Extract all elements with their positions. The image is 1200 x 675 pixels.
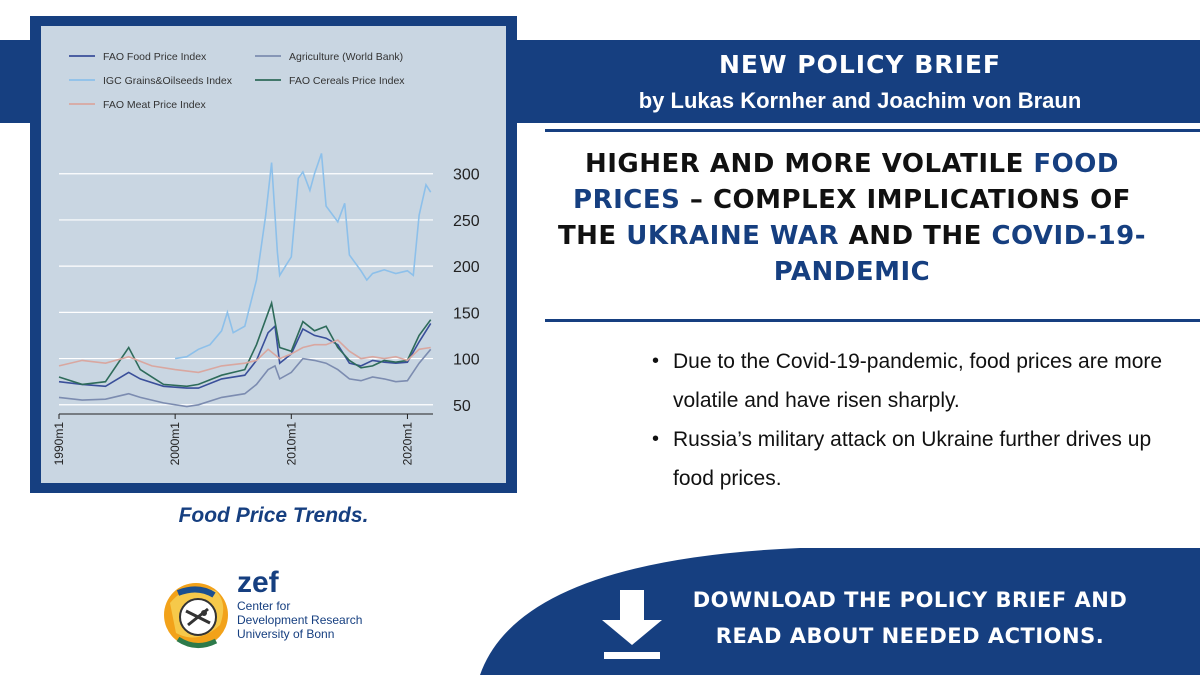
headline: NEW POLICY BRIEF xyxy=(718,50,1001,79)
title-highlight-ukraine-war: Ukraine War xyxy=(626,221,840,251)
cta-background[interactable] xyxy=(480,548,1200,675)
series-line xyxy=(58,300,432,388)
y-tick-label: 300 xyxy=(453,167,480,184)
zef-wordmark: zef xyxy=(237,566,279,599)
zef-emblem-icon xyxy=(164,583,228,648)
chart-caption: Food Price Trends. xyxy=(178,504,369,527)
title-part: and the xyxy=(839,221,992,251)
authors-line: by Lukas Kornher and Joachim von Braun xyxy=(638,88,1082,113)
zef-logo xyxy=(158,573,358,653)
x-tick-label: 1990m1 xyxy=(52,422,66,466)
download-arrow-icon[interactable] xyxy=(602,590,662,659)
y-tick-label: 50 xyxy=(453,398,471,415)
x-tick-label: 2010m1 xyxy=(284,422,298,466)
bullet-item: Due to the Covid-19-pandemic, food price… xyxy=(648,342,1168,420)
cta-text[interactable]: DOWNLOAD THE POLICY BRIEF AND READ ABOUT… xyxy=(680,582,1140,654)
legend-label: Agriculture (World Bank) xyxy=(289,51,403,63)
policy-brief-title: Higher and more volatile food prices – c… xyxy=(552,146,1152,290)
series-line xyxy=(58,348,432,408)
x-tick-label: 2020m1 xyxy=(400,422,414,466)
y-tick-label: 100 xyxy=(453,352,480,369)
food-price-chart: 50 100 150 200 250 300 1990m1 2000m1 2010m1 2020m… xyxy=(41,26,506,483)
cta-line[interactable]: READ ABOUT NEEDED ACTIONS. xyxy=(715,624,1105,648)
title-part: – complex implications of the xyxy=(557,185,1131,251)
series-line xyxy=(174,153,432,360)
divider-top xyxy=(545,129,1200,132)
legend-label: FAO Food Price Index xyxy=(103,51,207,63)
x-tick-label: 2000m1 xyxy=(168,422,182,466)
divider-bottom xyxy=(545,319,1200,322)
title-highlight-food-prices: food prices xyxy=(573,149,1119,215)
logo-subline: University of Bonn xyxy=(237,627,335,641)
legend-label: FAO Cereals Price Index xyxy=(289,75,405,87)
cta-line[interactable]: DOWNLOAD THE POLICY BRIEF AND xyxy=(692,588,1128,612)
chart-frame: 50 100 150 200 250 300 1990m1 2000m1 2010m1 2020m… xyxy=(30,16,517,493)
legend-label: FAO Meat Price Index xyxy=(103,99,206,111)
y-tick-label: 250 xyxy=(453,213,480,230)
title-part: Higher and more volatile xyxy=(585,149,1034,179)
title-highlight-covid: Covid-19-pandemic xyxy=(773,221,1147,287)
logo-subline: Development Research xyxy=(237,613,363,627)
key-points-list: Due to the Covid-19-pandemic, food price… xyxy=(648,342,1168,498)
zef-logo-text: zef Center for Development Research Univ… xyxy=(237,566,363,642)
logo-subline: Center for xyxy=(237,599,291,613)
y-tick-label: 200 xyxy=(453,259,480,276)
legend-label: IGC Grains&Oilseeds Index xyxy=(103,75,233,87)
y-tick-label: 150 xyxy=(453,305,480,322)
series-line xyxy=(58,339,431,374)
chart-background xyxy=(41,26,506,483)
bullet-item: Russia’s military attack on Ukraine furt… xyxy=(648,420,1168,498)
